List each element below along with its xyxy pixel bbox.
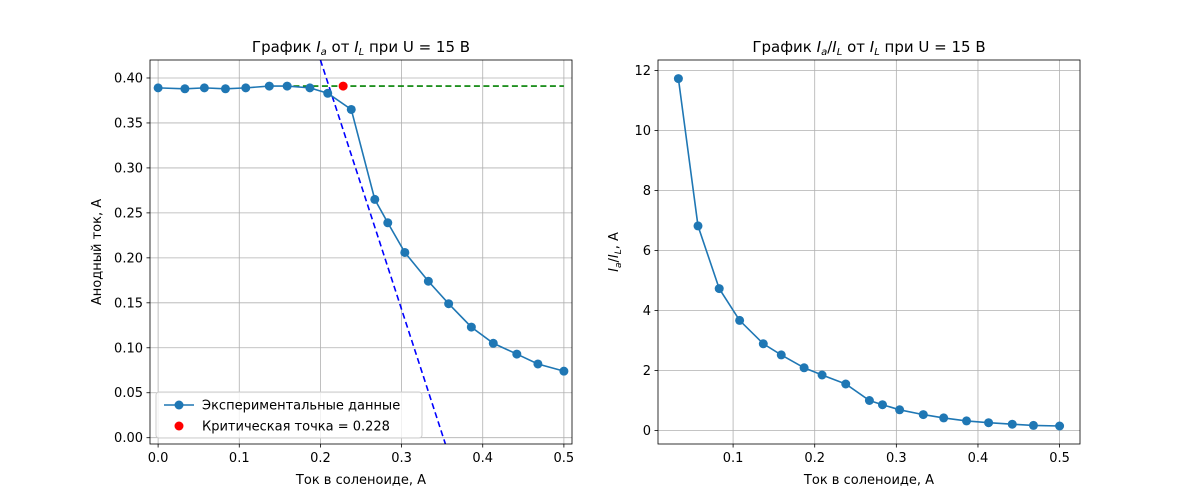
axes-frame bbox=[149, 59, 573, 445]
legend-label-series: Экспериментальные данные bbox=[202, 399, 400, 414]
data-point bbox=[735, 315, 745, 325]
data-point bbox=[444, 299, 454, 309]
x-tick-label: 0.5 bbox=[1049, 451, 1070, 466]
data-point bbox=[1007, 419, 1017, 429]
chart-current-ratio: 0.1 0.2 0.3 0.4 0.5 0 2 4 6 8 10 12 Ток в соленоиде,… bbox=[607, 38, 1081, 488]
x-tick-label: 0.4 bbox=[472, 451, 493, 466]
data-point bbox=[984, 418, 994, 428]
data-point bbox=[1028, 420, 1038, 430]
data-point bbox=[282, 81, 292, 91]
data-point bbox=[305, 83, 315, 93]
y-tick-label: 8 bbox=[643, 184, 651, 199]
data-point bbox=[877, 400, 887, 410]
data-point bbox=[841, 379, 851, 389]
y-tick-label: 0.30 bbox=[114, 161, 143, 176]
y-tick-label: 0 bbox=[643, 424, 651, 439]
y-axis-label: Ia/IL, А bbox=[607, 232, 624, 272]
data-point bbox=[323, 88, 333, 98]
legend-box bbox=[155, 391, 423, 439]
y-tick-label: 10 bbox=[634, 124, 651, 139]
axes-frame bbox=[657, 59, 1081, 445]
chart-title: График Ia от IL при U = 15 В bbox=[252, 38, 470, 58]
y-tick-label: 6 bbox=[643, 244, 651, 259]
data-point bbox=[370, 194, 380, 204]
x-tick-label: 0.0 bbox=[148, 451, 169, 466]
chart-anode-current: 0.0 0.1 0.2 0.3 0.4 0.5 0.00 0.05 0.10 0.15 0.20 0.… bbox=[90, 38, 574, 488]
plot-area bbox=[153, 60, 569, 444]
tangent-line bbox=[319, 60, 447, 444]
legend-marker-critical bbox=[174, 421, 184, 431]
critical-point bbox=[338, 81, 348, 91]
y-tick-label: 0.25 bbox=[114, 206, 143, 221]
y-tick-label: 0.00 bbox=[114, 431, 143, 446]
data-point bbox=[939, 413, 949, 423]
data-point bbox=[220, 84, 230, 94]
x-tick-label: 0.2 bbox=[804, 451, 825, 466]
data-point bbox=[241, 83, 251, 93]
data-point bbox=[559, 366, 569, 376]
x-tick-label: 0.1 bbox=[229, 451, 250, 466]
data-point bbox=[673, 74, 683, 84]
data-point bbox=[758, 339, 768, 349]
x-tick-label: 0.4 bbox=[968, 451, 989, 466]
data-point bbox=[400, 247, 410, 257]
data-point bbox=[180, 84, 190, 94]
y-tick-label: 0.15 bbox=[114, 296, 143, 311]
data-point bbox=[423, 276, 433, 286]
data-point bbox=[383, 218, 393, 228]
chart-title: График Ia/IL от IL при U = 15 В bbox=[752, 38, 985, 58]
data-point bbox=[864, 396, 874, 405]
data-point bbox=[714, 284, 724, 294]
y-tick-label: 12 bbox=[634, 64, 651, 79]
y-tick-label: 0.05 bbox=[114, 386, 143, 401]
x-tick-label: 0.3 bbox=[886, 451, 907, 466]
x-tick-label: 0.3 bbox=[391, 451, 412, 466]
data-point bbox=[1055, 421, 1065, 431]
x-axis-label: Ток в соленоиде, А bbox=[803, 473, 934, 488]
legend: Экспериментальные данные Критическая точк… bbox=[155, 391, 423, 439]
data-point bbox=[776, 350, 786, 360]
plot-area bbox=[673, 74, 1065, 431]
legend-label-critical: Критическая точка = 0.228 bbox=[202, 420, 390, 435]
y-tick-label: 2 bbox=[643, 364, 651, 379]
y-tick-label: 0.40 bbox=[114, 71, 143, 86]
y-tick-label: 4 bbox=[643, 304, 651, 319]
series-line bbox=[158, 85, 565, 372]
data-point bbox=[895, 405, 905, 415]
data-point bbox=[264, 81, 274, 91]
data-point bbox=[962, 416, 972, 426]
data-point bbox=[799, 363, 809, 373]
x-tick-label: 0.1 bbox=[723, 451, 744, 466]
data-point bbox=[346, 104, 356, 114]
data-point bbox=[817, 370, 827, 380]
y-tick-label: 0.20 bbox=[114, 251, 143, 266]
x-tick-label: 0.2 bbox=[310, 451, 331, 466]
data-point bbox=[918, 410, 928, 420]
data-point bbox=[693, 221, 703, 231]
y-tick-label: 0.35 bbox=[114, 116, 143, 131]
y-axis-label: Анодный ток, А bbox=[90, 199, 105, 305]
legend-marker bbox=[174, 400, 184, 410]
data-point bbox=[488, 338, 498, 348]
data-point bbox=[199, 83, 209, 93]
data-point bbox=[466, 322, 476, 332]
data-point bbox=[512, 349, 522, 359]
data-point bbox=[153, 83, 163, 93]
x-axis-label: Ток в соленоиде, А bbox=[295, 473, 426, 488]
data-point bbox=[533, 359, 543, 369]
y-tick-label: 0.10 bbox=[114, 341, 143, 356]
x-tick-label: 0.5 bbox=[554, 451, 575, 466]
